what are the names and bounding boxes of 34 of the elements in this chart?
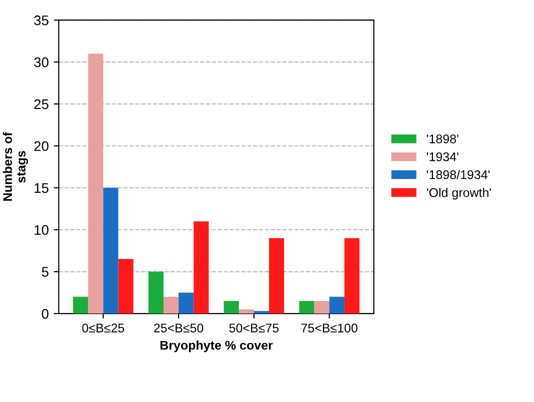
bar: [314, 300, 330, 314]
x-axis-title: Bryophyte % cover: [160, 340, 273, 352]
bar: [194, 221, 209, 314]
y-tick-label: 0: [42, 308, 48, 319]
y-tick-label: 5: [42, 267, 48, 277]
bar: [299, 300, 314, 314]
bar: [73, 296, 88, 314]
legend-label: '1898/1934': [426, 170, 490, 180]
x-tick-label: 50<B≤75: [229, 324, 279, 332]
y-tick-label: 25: [34, 99, 48, 110]
bar: [329, 296, 344, 314]
bar: [269, 238, 284, 314]
x-tick-label: 0≤B≤25: [82, 324, 124, 332]
bar: [148, 272, 164, 314]
bar: [164, 296, 179, 314]
y-tick-label: 35: [34, 15, 48, 26]
bar: [118, 259, 134, 314]
y-tick-label: 15: [34, 183, 48, 193]
legend-label: 'Old growth': [426, 188, 491, 200]
legend-label: '1934': [426, 152, 458, 162]
legend-label: '1898': [426, 134, 458, 144]
bar: [178, 292, 194, 314]
bar: [238, 309, 254, 314]
x-tick-label: 75<B≤100: [301, 324, 358, 332]
y-tick-label: 10: [34, 225, 48, 235]
bar: [344, 238, 360, 314]
y-tick-label: 20: [34, 141, 48, 152]
x-tick-label: 25<B≤50: [154, 324, 204, 332]
bar: [88, 54, 104, 314]
y-tick-label: 30: [34, 57, 48, 68]
bar: [254, 311, 270, 314]
bar: [103, 188, 118, 314]
bar: [224, 300, 239, 314]
y-axis-title: Numbers of stags: [2, 132, 28, 201]
